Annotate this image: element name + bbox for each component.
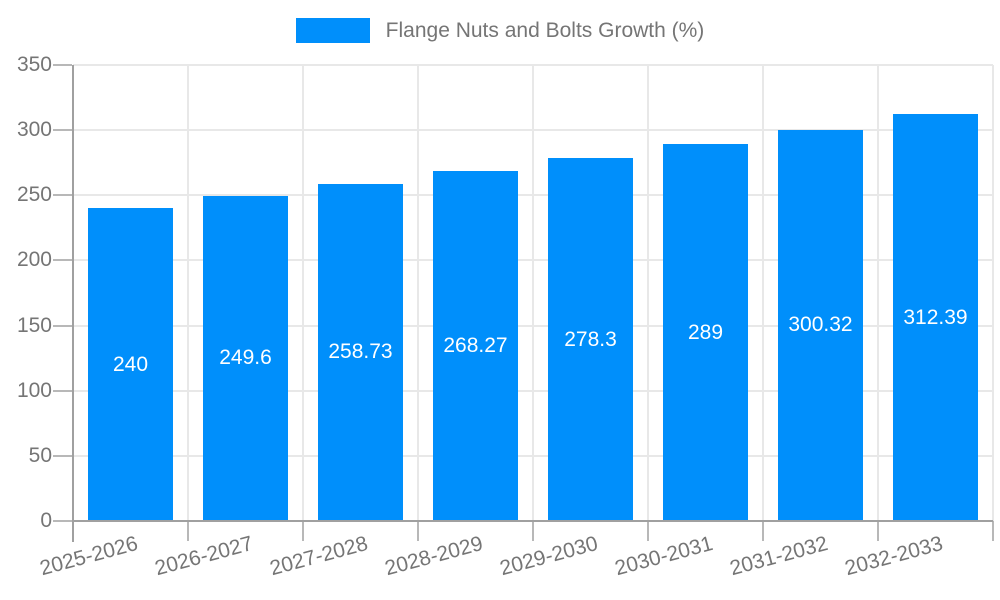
y-axis-line <box>72 65 74 542</box>
x-axis-label: 2025-2026 <box>37 532 141 581</box>
bar-value-label: 258.73 <box>328 340 393 364</box>
bar-value-label: 300.32 <box>788 313 853 337</box>
y-axis-label: 0 <box>40 509 52 532</box>
bar[interactable]: 312.39 <box>893 114 978 521</box>
bar[interactable]: 300.32 <box>778 129 863 521</box>
bar-value-label: 278.3 <box>564 327 617 351</box>
y-axis-label: 350 <box>16 53 52 76</box>
y-axis-tick <box>53 389 72 392</box>
bar-value-label: 240 <box>112 352 149 376</box>
x-axis-tick <box>417 521 419 541</box>
y-axis-tick <box>53 324 72 327</box>
x-axis-tick <box>992 521 994 541</box>
bar[interactable]: 268.27 <box>433 171 518 521</box>
bar-value-label: 289 <box>687 320 724 344</box>
x-axis-label: 2031-2032 <box>727 532 831 581</box>
x-axis-label: 2032-2033 <box>842 532 946 581</box>
y-axis-tick <box>53 454 72 457</box>
legend-swatch[interactable] <box>295 18 370 43</box>
x-axis-tick <box>302 521 304 541</box>
x-axis-line <box>73 520 993 522</box>
y-axis-tick <box>53 259 72 262</box>
y-axis-tick <box>53 520 72 522</box>
gridline-vertical <box>762 65 764 521</box>
y-axis-label: 50 <box>28 443 52 467</box>
x-axis-tick <box>532 521 534 541</box>
bar[interactable]: 240 <box>88 208 173 521</box>
x-axis-tick <box>187 521 189 541</box>
x-axis-label: 2030-2031 <box>612 532 716 581</box>
x-axis-label: 2027-2028 <box>267 532 371 581</box>
y-axis-label: 100 <box>16 378 52 402</box>
x-axis-tick <box>647 521 649 541</box>
gridline-vertical <box>877 65 879 521</box>
y-axis-tick <box>53 194 72 197</box>
gridline-vertical <box>992 65 994 521</box>
x-axis-label: 2028-2029 <box>382 532 486 581</box>
plot-area: 0 50 100 150 200 250 300 350 240 249.6 258.73 268.2… <box>17 53 994 580</box>
legend[interactable]: Flange Nuts and Bolts Growth (%) <box>0 18 1000 43</box>
gridline-vertical <box>187 65 189 521</box>
x-axis-tick <box>877 521 879 541</box>
y-axis-label: 200 <box>16 248 52 272</box>
bar[interactable]: 258.73 <box>318 183 403 521</box>
y-axis-label: 250 <box>16 183 52 207</box>
x-axis-tick <box>762 521 764 541</box>
gridline-vertical <box>417 65 419 521</box>
bar[interactable]: 278.3 <box>548 158 633 521</box>
bar-value-label: 312.39 <box>903 305 968 329</box>
y-axis-tick <box>53 129 72 132</box>
x-axis-label: 2029-2030 <box>497 532 601 581</box>
bar-value-label: 249.6 <box>219 346 272 370</box>
x-axis-label: 2026-2027 <box>152 532 256 581</box>
y-axis-label: 150 <box>16 313 52 337</box>
bar-value-label: 268.27 <box>443 334 508 358</box>
y-axis-label: 300 <box>16 118 52 142</box>
gridline-vertical <box>532 65 534 521</box>
gridline-vertical <box>647 65 649 521</box>
gridline-vertical <box>302 65 304 521</box>
legend-label[interactable]: Flange Nuts and Bolts Growth (%) <box>385 18 705 42</box>
y-axis-tick <box>53 64 72 66</box>
bar[interactable]: 289 <box>663 144 748 521</box>
bar[interactable]: 249.6 <box>203 195 288 521</box>
